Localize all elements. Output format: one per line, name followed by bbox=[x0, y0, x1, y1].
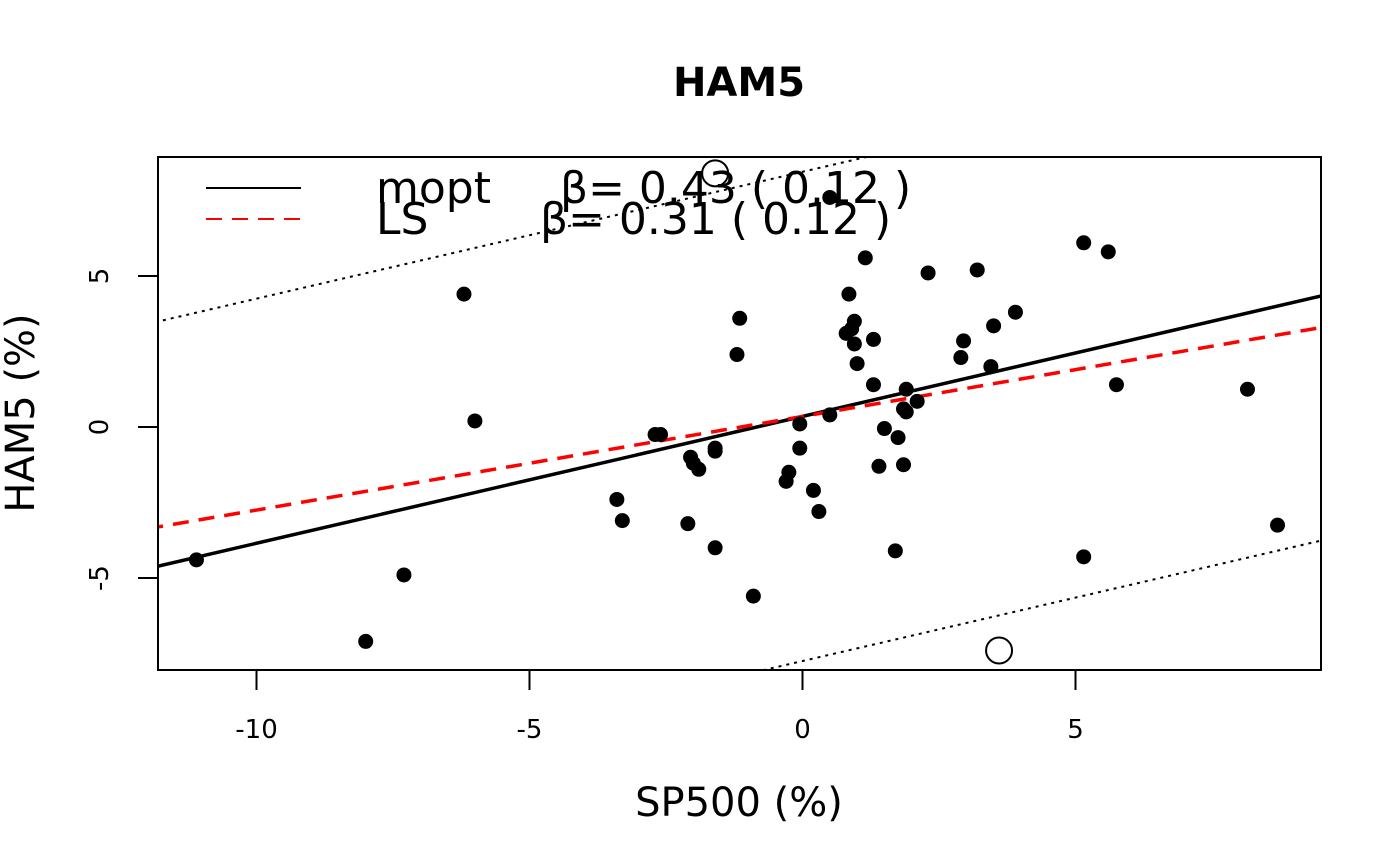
data-point bbox=[792, 416, 808, 432]
data-point bbox=[732, 310, 748, 326]
data-point bbox=[857, 250, 873, 266]
data-point bbox=[1076, 235, 1092, 251]
x-axis: -10 -5 0 5 bbox=[235, 669, 1084, 745]
data-point bbox=[1239, 381, 1255, 397]
chart-title: HAM5 bbox=[673, 60, 805, 106]
data-point bbox=[969, 262, 985, 278]
data-point bbox=[707, 443, 723, 459]
legend-label-LS: LS bbox=[376, 194, 428, 245]
data-point bbox=[876, 421, 892, 437]
data-point bbox=[358, 633, 374, 649]
data-points bbox=[188, 159, 1286, 665]
data-point bbox=[1108, 377, 1124, 393]
y-tick-label: 5 bbox=[85, 268, 115, 285]
data-point bbox=[865, 377, 881, 393]
data-point bbox=[1076, 549, 1092, 565]
data-point bbox=[745, 588, 761, 604]
outlier-point bbox=[701, 159, 730, 188]
data-point bbox=[846, 336, 862, 352]
data-point bbox=[1100, 244, 1116, 260]
y-tick-label: -5 bbox=[85, 565, 115, 591]
data-point bbox=[983, 359, 999, 375]
data-point bbox=[707, 540, 723, 556]
data-point bbox=[896, 457, 912, 473]
mopt-fit-line bbox=[158, 294, 1321, 568]
lower-band-line bbox=[759, 539, 1321, 670]
data-point bbox=[188, 552, 204, 568]
data-point bbox=[811, 504, 827, 520]
data-point bbox=[1007, 304, 1023, 320]
data-point bbox=[956, 333, 972, 349]
x-tick-label: 0 bbox=[794, 715, 811, 745]
y-axis-title: HAM5 (%) bbox=[0, 313, 44, 512]
data-point bbox=[396, 567, 412, 583]
data-point bbox=[680, 516, 696, 532]
data-point bbox=[614, 513, 630, 529]
x-tick-label: -10 bbox=[235, 715, 277, 745]
y-tick-label: 0 bbox=[85, 419, 115, 436]
data-point bbox=[846, 313, 862, 329]
data-point bbox=[781, 464, 797, 480]
data-point bbox=[805, 482, 821, 498]
data-point bbox=[822, 189, 838, 205]
data-point bbox=[920, 265, 936, 281]
data-point bbox=[841, 286, 857, 302]
prediction-bands bbox=[158, 157, 1321, 670]
data-point bbox=[792, 440, 808, 456]
data-point bbox=[822, 407, 838, 423]
upper-band-line bbox=[158, 157, 871, 323]
data-point bbox=[898, 381, 914, 397]
data-point bbox=[890, 430, 906, 446]
x-axis-title: SP500 (%) bbox=[635, 780, 843, 826]
data-point bbox=[653, 427, 669, 443]
legend-value-mopt: β= 0.43 ( 0.12 ) bbox=[560, 163, 911, 214]
x-tick-label: 5 bbox=[1067, 715, 1084, 745]
data-point bbox=[456, 286, 472, 302]
legend: mopt β= 0.43 ( 0.12 ) LS β= 0.31 ( 0.12 ) bbox=[206, 163, 911, 245]
y-axis: -5 0 5 bbox=[85, 268, 159, 591]
data-point bbox=[609, 491, 625, 507]
data-point bbox=[849, 356, 865, 372]
data-point bbox=[887, 543, 903, 559]
fit-lines bbox=[158, 294, 1321, 568]
LS-fit-line bbox=[158, 325, 1321, 529]
data-point bbox=[909, 393, 925, 409]
data-point bbox=[898, 404, 914, 420]
data-point bbox=[865, 331, 881, 347]
legend-value-LS: β= 0.31 ( 0.12 ) bbox=[540, 194, 891, 245]
data-point bbox=[871, 458, 887, 474]
data-point bbox=[1270, 517, 1286, 533]
data-point bbox=[691, 461, 707, 477]
legend-label-mopt: mopt bbox=[376, 163, 491, 214]
outlier-point bbox=[985, 636, 1014, 665]
data-point bbox=[986, 318, 1002, 334]
data-point bbox=[467, 413, 483, 429]
data-point bbox=[953, 350, 969, 366]
x-tick-label: -5 bbox=[517, 715, 543, 745]
data-point bbox=[729, 347, 745, 363]
